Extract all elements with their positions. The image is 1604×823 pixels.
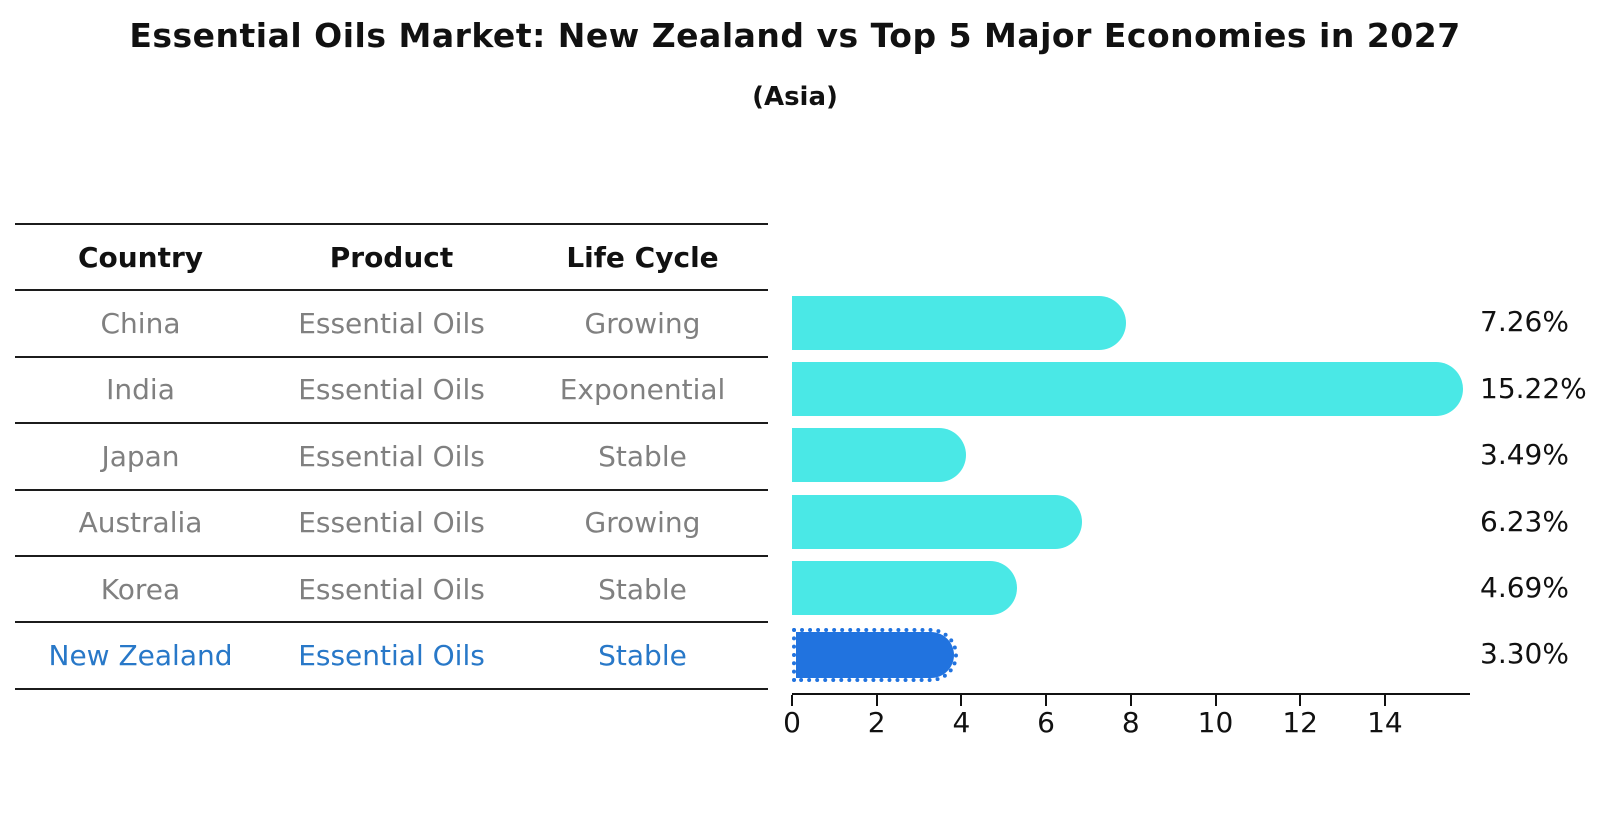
value-label-india: 15.22%: [1480, 371, 1587, 405]
x-axis-tick-mark: [1129, 695, 1132, 706]
value-label-australia: 6.23%: [1480, 504, 1569, 538]
bar-row: [792, 289, 1482, 355]
value-label-korea: 4.69%: [1480, 571, 1569, 604]
country-table: Country Product Life Cycle China Essenti…: [15, 223, 768, 690]
value-label-new-zealand: 3.30%: [1480, 637, 1569, 671]
cell-country: New Zealand: [48, 639, 233, 673]
x-axis-tick-mark: [1214, 695, 1217, 706]
column-header-product: Product: [329, 240, 454, 274]
column-header-country: Country: [77, 240, 204, 274]
table-row: Korea Essential Oils Stable: [15, 557, 768, 624]
cell-life-cycle: Growing: [584, 506, 701, 540]
chart-subtitle: (Asia): [752, 82, 838, 112]
table-header-row: Country Product Life Cycle: [15, 225, 768, 292]
chart-title: Essential Oils Market: New Zealand vs To…: [129, 16, 1461, 55]
bar-row: [792, 422, 1482, 488]
value-label-china: 7.26%: [1480, 305, 1569, 339]
bar-chart-area: [792, 289, 1482, 687]
bar-korea: [792, 561, 1017, 616]
bar-china: [792, 295, 1126, 350]
x-axis-tick-mark: [875, 695, 878, 706]
cell-life-cycle: Stable: [598, 639, 687, 673]
table-row: China Essential Oils Growing: [15, 291, 768, 358]
cell-country: Korea: [100, 572, 181, 606]
x-axis-tick-mark: [1383, 695, 1386, 706]
bar-japan: [792, 428, 966, 483]
table-row: India Essential Oils Exponential: [15, 358, 768, 425]
cell-country: India: [106, 373, 175, 407]
x-axis-tick-label: 6: [1037, 706, 1055, 739]
bar-australia: [792, 494, 1082, 549]
bar-india: [792, 361, 1463, 416]
x-axis-tick-label: 0: [783, 706, 801, 739]
x-axis-tick-label: 2: [867, 706, 886, 739]
cell-country: China: [100, 307, 181, 341]
column-header-life-cycle: Life Cycle: [566, 240, 719, 274]
cell-product: Essential Oils: [298, 439, 485, 473]
table-row: Australia Essential Oils Growing: [15, 491, 768, 557]
x-axis-tick-label: 14: [1367, 706, 1403, 739]
cell-life-cycle: Stable: [598, 572, 687, 606]
value-label-japan: 3.49%: [1480, 438, 1569, 472]
x-axis-tick-mark: [1045, 695, 1048, 706]
x-axis-tick-label: 4: [952, 706, 971, 739]
x-axis-tick-mark: [791, 695, 793, 706]
bar-row: [792, 621, 1482, 687]
cell-product: Essential Oils: [298, 506, 485, 540]
bar-row: [792, 489, 1482, 555]
cell-life-cycle: Growing: [584, 307, 701, 341]
cell-product: Essential Oils: [298, 572, 485, 606]
cell-product: Essential Oils: [298, 373, 485, 407]
table-row-new-zealand: New Zealand Essential Oils Stable: [15, 623, 768, 690]
cell-life-cycle: Exponential: [559, 373, 726, 407]
x-axis-tick-mark: [1299, 695, 1302, 706]
cell-product: Essential Oils: [298, 307, 485, 341]
x-axis-tick-mark: [960, 695, 963, 706]
x-axis-tick-label: 12: [1282, 706, 1318, 739]
cell-country: Australia: [78, 506, 203, 540]
bar-row: [792, 555, 1482, 621]
x-axis-line: [792, 693, 1470, 695]
bar-row: [792, 356, 1482, 422]
x-axis-tick-label: 10: [1197, 706, 1234, 739]
cell-product: Essential Oils: [298, 639, 485, 673]
cell-country: Japan: [101, 439, 180, 473]
bar-new-zealand: [792, 627, 958, 682]
x-axis-tick-label: 8: [1121, 706, 1140, 739]
cell-life-cycle: Stable: [598, 439, 687, 473]
table-row: Japan Essential Oils Stable: [15, 424, 768, 491]
